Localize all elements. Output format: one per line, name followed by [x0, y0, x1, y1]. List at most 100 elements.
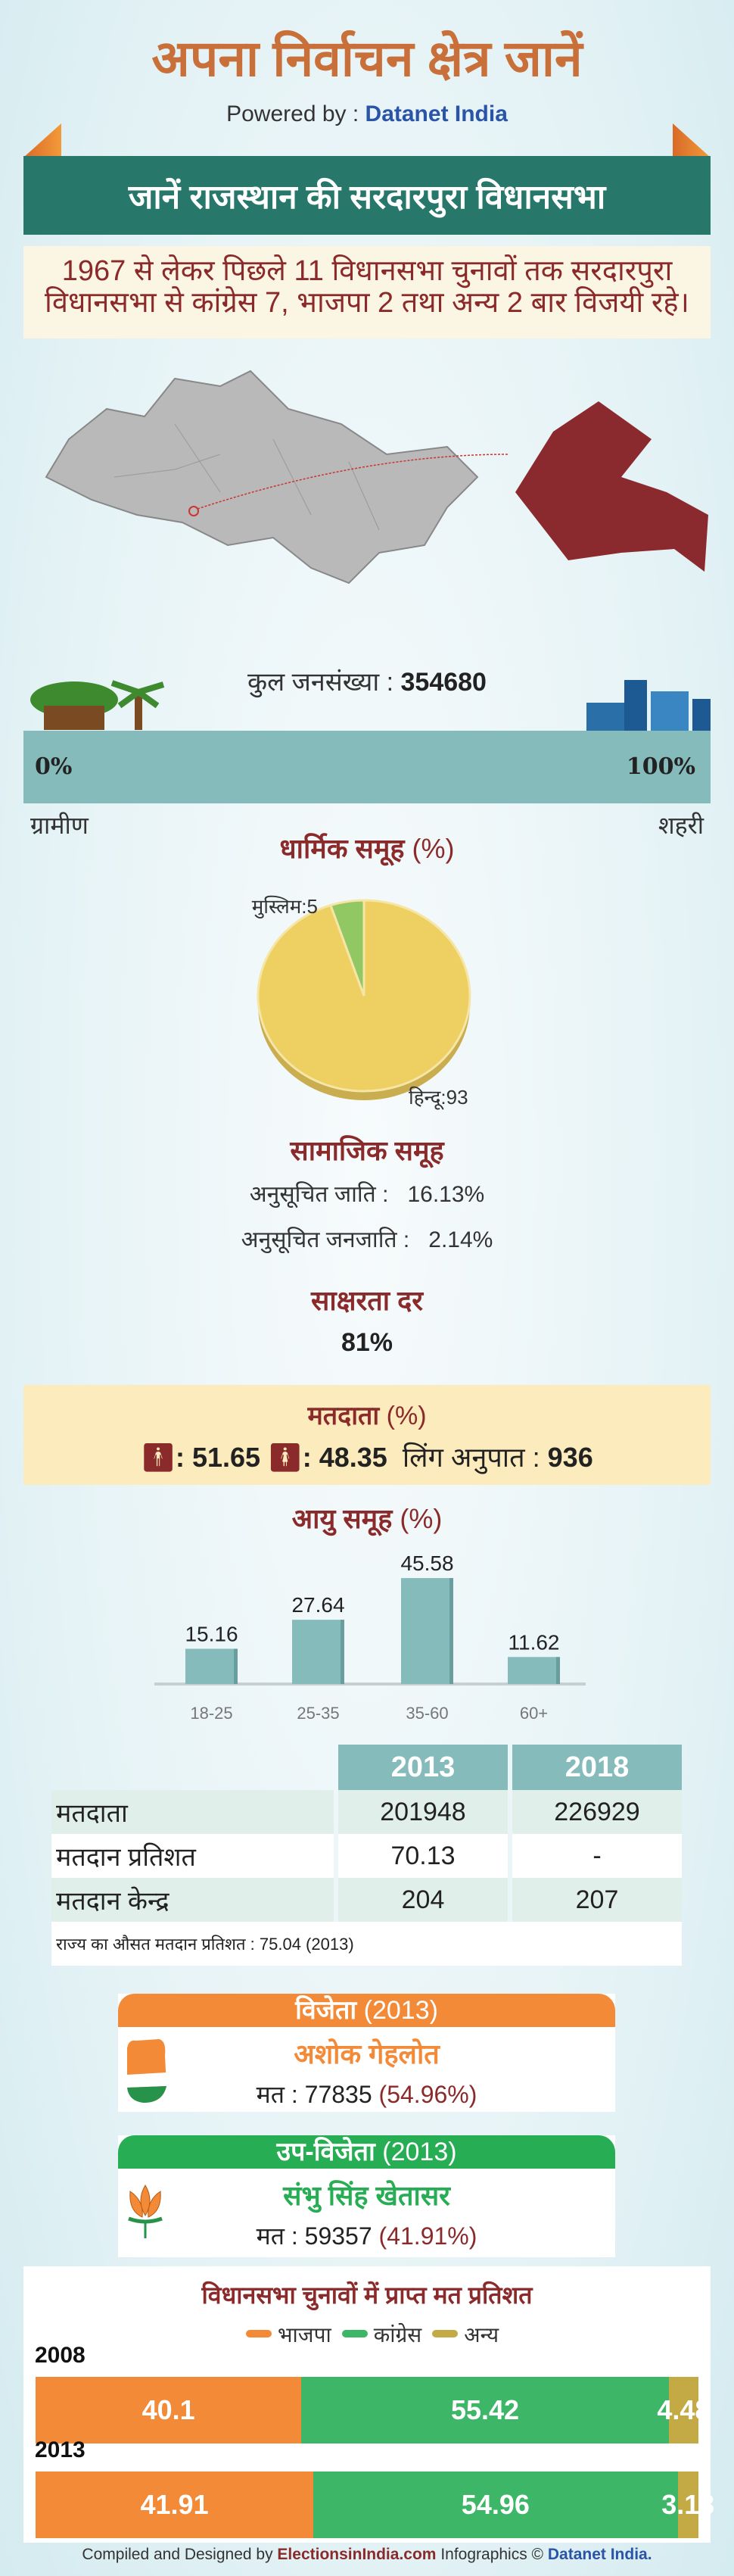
powered-by-label: Powered by :	[226, 101, 359, 126]
urban-label: शहरी	[658, 812, 704, 839]
age-bar	[401, 1578, 453, 1684]
footer-brand: Datanet India.	[547, 2546, 652, 2563]
scale-min: 0%	[35, 753, 73, 780]
urban-scale-bar: 0% 100%	[23, 731, 711, 803]
voter-title: मतदाता (%)	[23, 1397, 711, 1432]
population-label: कुल जनसंख्या :	[247, 668, 394, 697]
runner-up-box: उप-विजेता (2013) संभु सिंह खेतासर मत : 5…	[118, 2135, 615, 2257]
legend-label: कांग्रेस	[373, 2323, 422, 2347]
sc-value: 16.13%	[407, 1182, 485, 1207]
constituency-map	[45, 370, 708, 585]
female-pct: : 48.35	[302, 1442, 387, 1473]
age-bar-shade	[449, 1578, 453, 1684]
pie-label-muslim: मुस्लिम:5	[252, 895, 318, 918]
congress-hand-icon	[127, 2039, 166, 2103]
literacy-title: साक्षरता दर	[311, 1285, 423, 1316]
age-bar	[292, 1620, 344, 1684]
age-bar	[185, 1648, 238, 1684]
voter-stats: 🚹︎: 51.65 🚺︎: 48.35 लिंग अनुपात : 936	[23, 1438, 711, 1475]
sex-ratio-label: लिंग अनुपात :	[402, 1442, 540, 1473]
runner-up-header: उप-विजेता (2013)	[118, 2135, 615, 2169]
age-unit: (%)	[400, 1503, 443, 1534]
religion-title: धार्मिक समूह (%)	[0, 829, 734, 866]
cell: 204	[338, 1878, 508, 1922]
age-bar-shade	[341, 1620, 344, 1684]
bar-segment: 41.91	[36, 2472, 314, 2538]
sc-row: अनुसूचित जाति : 16.13%	[0, 1177, 734, 1208]
stacked-bar: 40.1 55.42 4.48	[36, 2377, 710, 2443]
age-value-label: 27.64	[291, 1593, 344, 1617]
religion-pie-chart: मुस्लिम:5 हिन्दू:93	[252, 895, 471, 1110]
population-value: 354680	[400, 668, 487, 697]
runner-up-title: उप-विजेता	[276, 2138, 375, 2166]
city-buildings-icon	[586, 680, 711, 731]
sex-ratio-value: 936	[547, 1442, 593, 1473]
cell: 207	[512, 1878, 682, 1922]
winner-votes-count: मत : 77835	[256, 2081, 372, 2108]
sardarpura-shape	[515, 401, 708, 572]
bar-segment: 54.96	[313, 2472, 678, 2538]
table-row: मतदान प्रतिशत 70.13-	[51, 1834, 682, 1878]
male-icon: 🚹︎	[141, 1442, 176, 1473]
col-2013: 2013	[338, 1745, 508, 1790]
legend-swatch	[432, 2330, 459, 2337]
cell: 201948	[338, 1790, 508, 1834]
winner-votes: मत : 77835 (54.96%)	[118, 2078, 615, 2110]
age-value-label: 11.62	[509, 1630, 560, 1654]
winner-header: विजेता (2013)	[118, 1994, 615, 2027]
footer-site-link[interactable]: ElectionsinIndia.com	[277, 2546, 437, 2563]
year-label: 2008	[35, 2343, 86, 2368]
vote-share-panel: विधानसभा चुनावों में प्राप्त मत प्रतिशत …	[23, 2266, 714, 2543]
ribbon-right	[673, 123, 711, 157]
runner-up-votes-count: मत : 59357	[256, 2222, 372, 2250]
sc-label: अनुसूचित जाति :	[249, 1182, 389, 1207]
runner-up-year: (2013)	[382, 2138, 457, 2166]
winner-pct: (54.96%)	[378, 2081, 477, 2108]
constituency-banner: जानें राजस्थान की सरदारपुरा विधानसभा	[23, 156, 711, 235]
bar-segment: 3.13	[661, 2472, 714, 2538]
age-value-label: 45.58	[400, 1552, 453, 1575]
age-title-text: आयु समूह	[291, 1503, 393, 1534]
brand-logo: Datanet India	[365, 101, 508, 126]
stacked-bar: 41.91 54.96 3.13	[36, 2472, 714, 2538]
vote-share-legend: भाजपा कांग्रेस अन्य	[23, 2320, 711, 2349]
runner-up-name: संभु सिंह खेतासर	[283, 2180, 450, 2211]
turnout-table: 2013 2018 मतदाता 201948 226929 मतदान प्रतिश…	[47, 1745, 686, 1966]
cell: 70.13	[338, 1834, 508, 1878]
rajasthan-map	[45, 370, 479, 585]
row-label: मतदान केन्द्र	[51, 1878, 334, 1922]
winner-year: (2013)	[363, 1996, 438, 2025]
scale-max: 100%	[626, 753, 695, 780]
runner-up-votes: मत : 59357 (41.91%)	[118, 2219, 615, 2252]
age-category-label: 60+	[520, 1704, 548, 1723]
winner-title: विजेता	[295, 1996, 357, 2025]
st-label: अनुसूचित जनजाति :	[241, 1227, 410, 1252]
voter-box: मतदाता (%) 🚹︎: 51.65 🚺︎: 48.35 लिंग अनुप…	[23, 1385, 711, 1485]
st-value: 2.14%	[428, 1227, 493, 1252]
legend-label: भाजपा	[277, 2323, 331, 2347]
age-bar-shade	[556, 1657, 560, 1684]
age-category-label: 35-60	[406, 1704, 448, 1723]
row-label: मतदान प्रतिशत	[51, 1834, 334, 1878]
age-title: आयु समूह (%)	[0, 1499, 734, 1536]
footer-mid: Infographics ©	[440, 2546, 544, 2563]
cell: -	[512, 1834, 682, 1878]
age-bar	[508, 1657, 560, 1684]
state-avg-note: राज्य का औसत मतदान प्रतिशत : 75.04 (2013…	[51, 1922, 682, 1966]
winner-name: अशोक गेहलोत	[294, 2038, 440, 2069]
st-row: अनुसूचित जनजाति : 2.14%	[0, 1223, 734, 1254]
page-title: अपना निर्वाचन क्षेत्र जानें	[151, 30, 583, 86]
pie-label-hindu: हिन्दू:93	[409, 1086, 468, 1110]
powered-by: Powered by : Datanet India	[0, 101, 734, 127]
pie-slice-muslim	[328, 899, 365, 996]
age-value-label: 15.16	[185, 1622, 238, 1645]
year-label: 2013	[35, 2437, 86, 2462]
table-row: मतदान केन्द्र 204 207	[51, 1878, 682, 1922]
rural-label: ग्रामीण	[30, 812, 89, 839]
social-title: सामाजिक समूह	[290, 1135, 444, 1166]
voter-unit: (%)	[386, 1402, 427, 1430]
bar-segment: 40.1	[36, 2377, 302, 2443]
runner-up-pct: (41.91%)	[378, 2222, 477, 2250]
row-label: मतदाता	[51, 1790, 334, 1834]
footer-prefix: Compiled and Designed by	[82, 2546, 273, 2563]
